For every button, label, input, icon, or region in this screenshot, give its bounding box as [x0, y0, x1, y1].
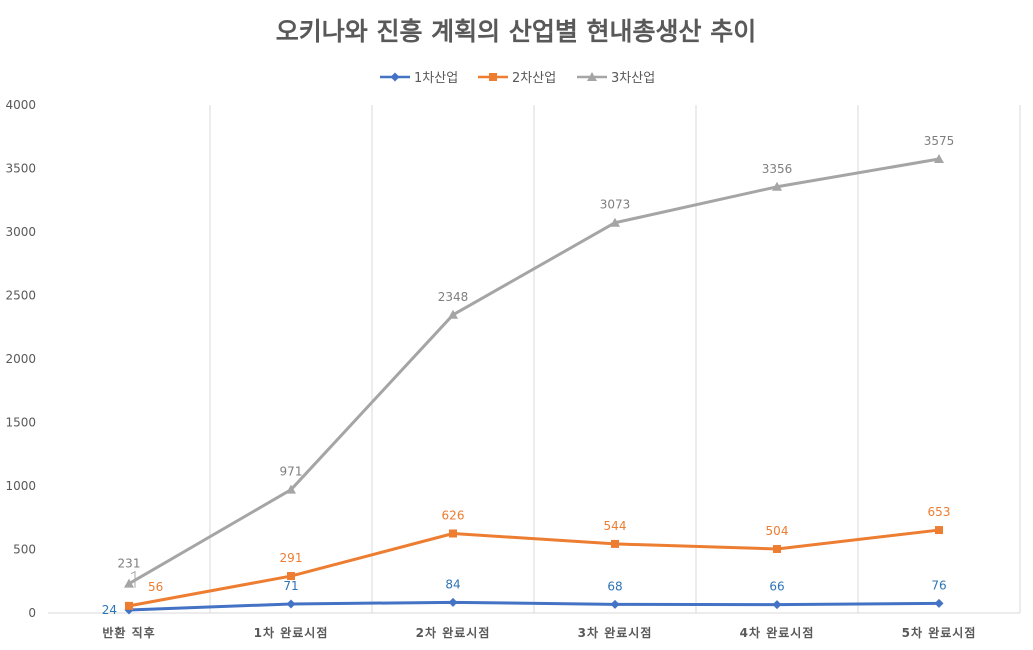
- data-point-2차산업-2차-완료시점: [449, 529, 457, 538]
- data-label-3차산업-3차-완료시점: 3073: [600, 198, 631, 212]
- y-tick-label-500: 500: [13, 543, 36, 557]
- data-label-2차산업-5차-완료시점: 653: [928, 505, 951, 519]
- data-point-1차산업-5차-완료시점: [934, 598, 944, 608]
- data-label-2차산업-2차-완료시점: 626: [442, 508, 465, 522]
- data-labels: 24 71 84 68 66 76 56 291 626 544 504 653 231 971 2348 3…: [102, 134, 955, 617]
- legend-label-1차산업: 1차산업: [414, 71, 458, 86]
- grid: [209, 105, 1021, 613]
- data-point-1차산업-2차-완료시점: [448, 597, 458, 607]
- legend-swatch-marker: [587, 72, 597, 81]
- x-axis: 반환 직후 1차 완료시점 2차 완료시점 3차 완료시점 4차 완료시점 5차 완료시점: [48, 612, 1020, 640]
- y-tick-label-0: 0: [28, 606, 36, 620]
- data-point-2차산업-5차-완료시점: [935, 526, 943, 535]
- data-point-2차산업-4차-완료시점: [773, 544, 781, 553]
- legend: 1차산업 2차산업 3차산업: [380, 71, 655, 86]
- data-point-3차산업-5차-완료시점: [934, 153, 944, 163]
- series-markers: [124, 153, 944, 615]
- data-label-1차산업-반환-직후: 24: [102, 603, 117, 617]
- data-label-2차산업-3차-완료시점: 544: [604, 519, 627, 533]
- data-point-1차산업-3차-완료시점: [610, 599, 620, 609]
- data-label-1차산업-3차-완료시점: 68: [607, 579, 622, 593]
- data-label-1차산업-1차-완료시점: 71: [283, 579, 298, 593]
- x-tick-label-1차-완료시점: 1차 완료시점: [254, 625, 329, 640]
- legend-label-2차산업: 2차산업: [512, 71, 556, 86]
- data-point-3차산업-4차-완료시점: [772, 181, 782, 191]
- data-label-3차산업-반환-직후: 231: [118, 557, 141, 571]
- x-tick-label-3차-완료시점: 3차 완료시점: [578, 625, 653, 640]
- y-tick-label-3000: 3000: [5, 225, 36, 239]
- leader-line: [130, 570, 136, 588]
- data-label-2차산업-4차-완료시점: 504: [766, 524, 789, 538]
- legend-label-3차산업: 3차산업: [611, 71, 655, 86]
- series-line-1차산업: [127, 600, 941, 612]
- x-tick-label-5차-완료시점: 5차 완료시점: [902, 625, 977, 640]
- chart-title: 오키나와 진흥 계획의 산업별 현내총생산 추이: [276, 17, 757, 46]
- series-line-2차산업: [127, 528, 941, 608]
- x-tick-label-2차-완료시점: 2차 완료시점: [416, 625, 491, 640]
- data-point-3차산업-2차-완료시점: [448, 309, 458, 319]
- y-tick-label-1500: 1500: [5, 416, 36, 430]
- data-point-1차산업-4차-완료시점: [772, 600, 782, 610]
- legend-swatch-marker: [489, 73, 497, 81]
- data-point-3차산업-3차-완료시점: [610, 217, 620, 227]
- series-lines: [127, 157, 941, 612]
- x-tick-label-4차-완료시점: 4차 완료시점: [740, 625, 815, 640]
- data-point-2차산업-반환-직후: [125, 601, 133, 610]
- y-tick-label-2000: 2000: [5, 352, 36, 366]
- data-point-1차산업-1차-완료시점: [286, 599, 296, 609]
- data-label-1차산업-5차-완료시점: 76: [931, 578, 946, 592]
- legend-item-2차산업: 2차산업: [478, 71, 556, 86]
- legend-item-1차산업: 1차산업: [380, 71, 458, 86]
- y-tick-label-1000: 1000: [5, 479, 36, 493]
- y-axis: 0 500 1000 1500 2000 2500 3000 3500 4000: [5, 98, 36, 620]
- data-point-3차산업-반환-직후: [124, 578, 134, 588]
- data-label-1차산업-2차-완료시점: 84: [445, 577, 460, 591]
- data-label-3차산업-4차-완료시점: 3356: [762, 162, 793, 176]
- legend-swatch-marker: [390, 72, 400, 82]
- legend-item-3차산업: 3차산업: [577, 71, 655, 86]
- data-label-2차산업-1차-완료시점: 291: [280, 551, 303, 565]
- data-label-1차산업-4차-완료시점: 66: [769, 580, 784, 594]
- data-point-2차산업-1차-완료시점: [287, 572, 295, 581]
- y-tick-label-3500: 3500: [5, 162, 36, 176]
- series-line-3차산업: [127, 157, 941, 586]
- data-label-3차산업-2차-완료시점: 2348: [438, 290, 469, 304]
- x-tick-label-반환-직후: 반환 직후: [102, 625, 155, 640]
- data-label-3차산업-1차-완료시점: 971: [280, 465, 303, 479]
- data-label-3차산업-5차-완료시점: 3575: [924, 134, 955, 148]
- data-point-2차산업-3차-완료시점: [611, 539, 619, 548]
- y-tick-label-2500: 2500: [5, 289, 36, 303]
- data-point-3차산업-1차-완료시점: [286, 484, 296, 494]
- data-label-2차산업-반환-직후: 56: [148, 580, 163, 594]
- y-tick-label-4000: 4000: [5, 98, 36, 112]
